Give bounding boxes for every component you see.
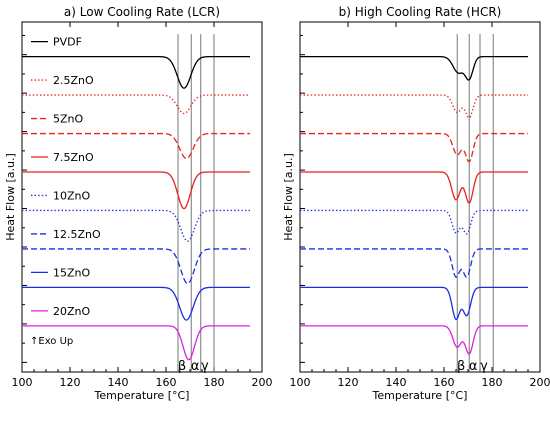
series-line-20zno (300, 325, 528, 355)
x-tick-label: 180 (482, 376, 503, 389)
phase-label: α (191, 359, 200, 374)
series-line-7-5zno (300, 171, 528, 204)
phase-label: β (457, 359, 465, 374)
legend-label: 2.5ZnO (53, 74, 94, 87)
panel-lcr-xlabel: Temperature [°C] (94, 389, 190, 402)
phase-label: γ (480, 359, 488, 374)
x-tick-label: 200 (252, 376, 273, 389)
plot-frame (299, 21, 541, 373)
x-tick-label: 180 (204, 376, 225, 389)
x-tick-label: 100 (12, 376, 33, 389)
x-tick-label: 120 (60, 376, 81, 389)
series-line-10zno (300, 209, 528, 235)
x-tick-label: 120 (338, 376, 359, 389)
series-line-pvdf (300, 55, 528, 81)
legend-label: 15ZnO (53, 266, 91, 279)
x-tick-label: 100 (290, 376, 311, 389)
legend-label: PVDF (53, 36, 82, 49)
panel-hcr-title: b) High Cooling Rate (HCR) (339, 5, 502, 19)
panel-hcr: b) High Cooling Rate (HCR) Temperature [… (282, 5, 550, 402)
panel-lcr-title: a) Low Cooling Rate (LCR) (64, 5, 220, 19)
series-line-2-5zno (22, 94, 250, 115)
legend-label: 20ZnO (53, 305, 91, 318)
panel-lcr-ylabel: Heat Flow [a.u.] (4, 153, 17, 240)
series-line-12-5zno (22, 248, 250, 285)
series-line-7-5zno (22, 171, 250, 210)
x-tick-label: 140 (108, 376, 129, 389)
phase-label: β (178, 359, 186, 374)
phase-label: γ (201, 359, 209, 374)
series-line-15zno (22, 286, 250, 321)
x-tick-label: 200 (530, 376, 550, 389)
x-tick-label: 160 (156, 376, 177, 389)
series-line-5zno (22, 132, 250, 160)
panel-lcr: a) Low Cooling Rate (LCR) Temperature [°… (4, 5, 273, 402)
series-line-5zno (300, 132, 528, 163)
series-line-20zno (22, 325, 250, 361)
legend-label: 7.5ZnO (53, 151, 94, 164)
exo-up-annotation: ↑Exo Up (30, 336, 73, 347)
panel-hcr-ylabel: Heat Flow [a.u.] (282, 153, 295, 240)
legend-label: 12.5ZnO (53, 228, 101, 241)
phase-label: α (469, 359, 478, 374)
x-tick-label: 140 (386, 376, 407, 389)
series-line-15zno (300, 286, 528, 321)
series-line-2-5zno (300, 94, 528, 119)
panel-hcr-xlabel: Temperature [°C] (372, 389, 468, 402)
legend-label: 10ZnO (53, 189, 91, 202)
series-line-pvdf (22, 55, 250, 89)
legend-label: 5ZnO (53, 113, 84, 126)
x-tick-label: 160 (434, 376, 455, 389)
series-line-12-5zno (300, 248, 528, 278)
